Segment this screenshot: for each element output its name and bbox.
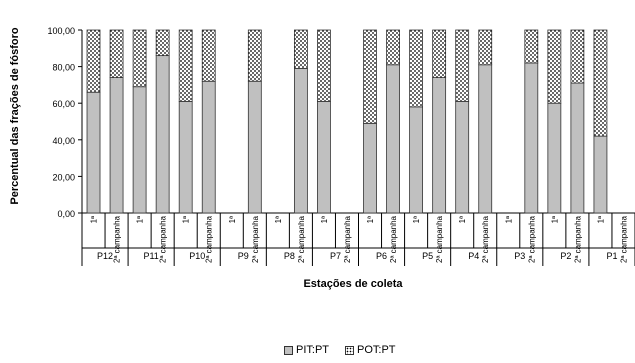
category-label: 2ª campanha [389, 215, 398, 263]
category-label: 2ª campanha [527, 215, 536, 263]
category-label: 1ª [504, 216, 513, 223]
group-label: P4 [468, 251, 479, 261]
bar-pit-pt [547, 102, 562, 214]
legend-label-pot: POT:PT [357, 344, 396, 356]
bar-pit-pt [155, 55, 170, 214]
bar-pit-pt [593, 135, 608, 214]
bar-pit-pt [570, 82, 585, 214]
bar-pit-pt [247, 80, 262, 214]
bar-pot-pt [478, 29, 493, 66]
bar-pot-pt [547, 29, 562, 104]
y-tick-label: 80,00 [52, 63, 75, 73]
bar-pot-pt [155, 29, 170, 57]
category-label: 2ª campanha [297, 215, 306, 263]
bar-pot-pt [247, 29, 262, 82]
category-label: 1ª [596, 216, 605, 223]
category-label: 1ª [458, 216, 467, 223]
group-label: P9 [238, 251, 249, 261]
category-label: 1ª [274, 216, 283, 223]
bar-pot-pt [201, 29, 216, 82]
bar-pot-pt [363, 29, 377, 124]
group-label: P10 [189, 251, 205, 261]
bar-pot-pt [132, 29, 147, 88]
bar-pit-pt [409, 106, 424, 214]
category-label: 1ª [90, 216, 99, 223]
legend: PIT:PT POT:PT [284, 342, 396, 358]
group-label: P7 [330, 251, 341, 261]
bar-pot-pt [524, 29, 539, 64]
group-label: P12 [97, 251, 113, 261]
group-label: P8 [284, 251, 295, 261]
category-label: 1ª [182, 216, 191, 223]
bar-pit-pt [478, 64, 493, 214]
category-label: 2ª campanha [113, 215, 122, 263]
legend-item-pit: PIT:PT [284, 344, 329, 356]
bar-pit-pt [132, 86, 147, 214]
category-label: 2ª campanha [573, 215, 582, 263]
bars [86, 29, 608, 214]
bar-pot-pt [386, 29, 400, 66]
legend-swatch-pot [345, 345, 355, 355]
x-tick-labels: 1ª 2ª campanha 1ª 2ª campanha 1ª 2ª campanha 1… [90, 215, 629, 263]
bar-pit-pt [363, 122, 377, 214]
group-label: P2 [560, 251, 571, 261]
bar-pot-pt [86, 29, 101, 93]
group-label: P6 [376, 251, 387, 261]
legend-swatch-pit [284, 345, 293, 355]
bar-pit-pt [524, 62, 539, 214]
bar-pit-pt [178, 100, 193, 214]
bar-pot-pt [317, 29, 331, 102]
category-label: 2ª campanha [619, 215, 628, 263]
legend-item-pot: POT:PT [345, 344, 396, 356]
y-tick-label: 20,00 [52, 172, 75, 182]
bar-pot-pt [293, 29, 308, 69]
category-label: 2ª campanha [343, 215, 352, 263]
category-label: 1ª [366, 216, 375, 223]
bar-pot-pt [570, 29, 585, 84]
bar-pit-pt [86, 91, 101, 214]
group-label: P11 [143, 251, 158, 261]
y-axis-title: Percentual das frações de fósforo [9, 27, 21, 205]
category-label: 1ª [228, 216, 237, 223]
category-label: 1ª [136, 216, 145, 223]
bar-pit-pt [293, 68, 308, 214]
category-label: 1ª [412, 216, 421, 223]
y-tick-label: 100,00 [47, 26, 75, 36]
bar-pot-pt [432, 29, 447, 78]
bar-pot-pt [593, 29, 608, 137]
category-label: 1ª [550, 216, 559, 223]
category-label: 2ª campanha [205, 215, 214, 263]
bar-pit-pt [432, 77, 447, 214]
category-label: 2ª campanha [251, 215, 260, 263]
legend-label-pit: PIT:PT [296, 344, 330, 356]
bar-pot-pt [455, 29, 470, 102]
y-tick-label: 40,00 [52, 136, 75, 146]
y-tick-label: 0,00 [57, 209, 75, 219]
category-label: 2ª campanha [435, 215, 444, 263]
bar-pit-pt [455, 100, 470, 214]
bar-pit-pt [201, 80, 216, 214]
x-axis-title: Estações de coleta [303, 278, 403, 290]
bar-pot-pt [109, 29, 124, 78]
bar-pit-pt [109, 77, 124, 214]
category-label: 2ª campanha [481, 215, 490, 263]
category-label: 1ª [320, 216, 329, 223]
y-tick-label: 60,00 [52, 99, 75, 109]
bar-pot-pt [178, 29, 193, 102]
axes: 0,00 20,00 40,00 60,00 80,00 100,00 [47, 26, 635, 266]
bar-pot-pt [409, 29, 424, 108]
bar-pit-pt [386, 64, 400, 214]
category-label: 2ª campanha [159, 215, 168, 263]
group-label: P3 [514, 251, 525, 261]
group-label: P1 [606, 251, 617, 261]
group-label: P5 [422, 251, 433, 261]
bar-pit-pt [317, 100, 331, 214]
